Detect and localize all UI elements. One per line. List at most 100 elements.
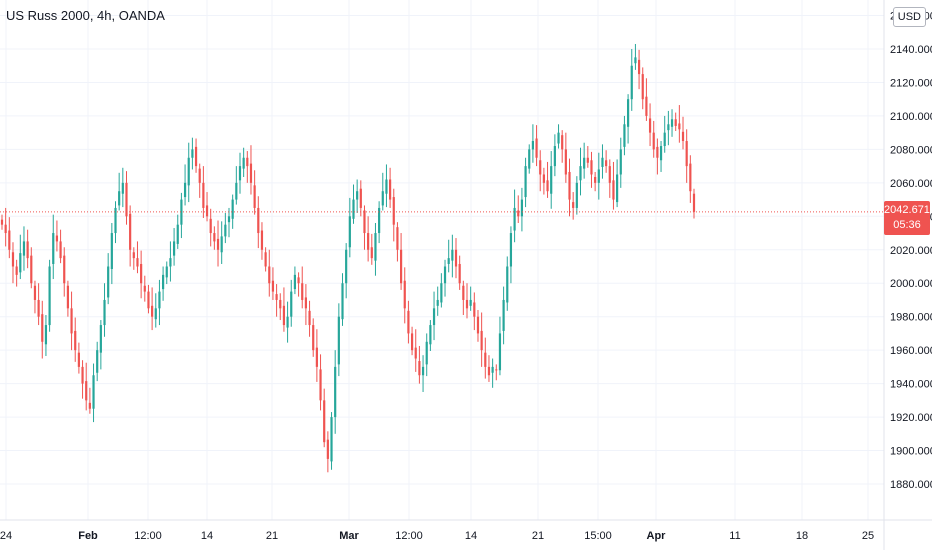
candle-body xyxy=(454,249,458,267)
candle-body xyxy=(242,157,245,169)
candle-body xyxy=(253,185,256,208)
candle-body xyxy=(169,258,172,267)
candle-body xyxy=(414,347,417,359)
candle-body xyxy=(246,157,249,167)
candle-body xyxy=(410,333,414,351)
candle-body xyxy=(172,241,176,256)
candle-body xyxy=(301,283,304,300)
candle-body xyxy=(103,299,106,326)
candle-body xyxy=(19,253,22,273)
candle-body xyxy=(70,308,73,334)
x-tick-label: 14 xyxy=(465,530,477,542)
candle-body xyxy=(626,99,630,127)
candle-body xyxy=(55,235,59,242)
x-tick-label: 24 xyxy=(0,530,12,542)
candle-body xyxy=(528,149,531,169)
candle-body xyxy=(66,285,70,309)
candle-body xyxy=(616,174,619,203)
candle-body xyxy=(315,347,318,367)
candle-body xyxy=(238,166,242,181)
candle-body xyxy=(608,166,611,183)
candle-body xyxy=(678,123,681,130)
candle-body xyxy=(33,285,37,300)
candle-body xyxy=(451,249,454,261)
candle-body xyxy=(165,266,168,278)
x-tick-label: 14 xyxy=(201,530,213,542)
candle-body xyxy=(74,330,77,351)
candle-body xyxy=(216,238,220,250)
candle-body xyxy=(0,219,4,225)
candle-body xyxy=(257,207,260,234)
candle-body xyxy=(334,366,337,418)
candle-body xyxy=(601,157,604,167)
candle-body xyxy=(213,233,216,242)
candle-body xyxy=(81,366,84,384)
candle-body xyxy=(374,233,377,261)
candle-body xyxy=(476,316,480,334)
candle-body xyxy=(345,249,348,284)
candle-body xyxy=(568,171,571,200)
candle-body xyxy=(443,266,447,284)
candle-body xyxy=(99,325,102,353)
candle-body xyxy=(359,188,362,208)
candle-body xyxy=(619,149,622,175)
y-tick-label: 2140.000 xyxy=(890,44,932,56)
candle-body xyxy=(96,350,99,373)
y-tick-label: 1980.000 xyxy=(890,312,932,324)
candle-body xyxy=(484,352,487,367)
candle-body xyxy=(15,266,18,275)
candle-body xyxy=(674,119,677,126)
candle-body xyxy=(183,182,187,198)
candle-body xyxy=(286,316,289,328)
candle-body xyxy=(41,314,44,342)
candle-body xyxy=(22,241,26,256)
candle-body xyxy=(268,266,271,284)
candle-body xyxy=(231,199,234,219)
symbol-title[interactable]: US Russ 2000, 4h, OANDA xyxy=(6,8,165,23)
candle-body xyxy=(469,299,472,306)
candle-body xyxy=(667,124,670,131)
candle-body xyxy=(689,163,692,192)
candle-body xyxy=(26,241,29,259)
candle-body xyxy=(118,191,121,206)
candle-body xyxy=(125,182,128,217)
candle-body xyxy=(341,283,344,320)
candle-body xyxy=(594,176,597,183)
candle-body xyxy=(279,299,282,309)
candle-body xyxy=(623,124,626,147)
candle-body xyxy=(524,166,527,198)
candle-body xyxy=(495,369,498,371)
candle-body xyxy=(88,402,91,409)
candle-body xyxy=(154,308,157,320)
x-tick-label: Apr xyxy=(647,530,667,542)
currency-badge[interactable]: USD xyxy=(892,7,926,27)
candle-body xyxy=(187,157,190,186)
candle-body xyxy=(652,132,655,150)
candle-body xyxy=(158,291,161,309)
x-tick-label: 11 xyxy=(729,530,740,542)
candle-body xyxy=(389,179,392,200)
candle-body xyxy=(367,233,370,250)
last-price-tag: 2042.671 05:36 xyxy=(884,201,930,235)
candle-body xyxy=(264,252,267,267)
candle-body xyxy=(550,166,553,194)
candle-body xyxy=(637,59,641,75)
candle-body xyxy=(48,266,51,326)
candle-body xyxy=(509,233,513,267)
x-tick-label: Feb xyxy=(78,530,98,542)
candle-body xyxy=(436,299,439,306)
candle-body xyxy=(392,197,395,225)
candle-body xyxy=(557,132,560,144)
candle-body xyxy=(194,146,198,167)
candle-body xyxy=(77,352,80,367)
candle-body xyxy=(572,202,575,208)
candle-body xyxy=(641,74,644,100)
candle-body xyxy=(290,291,293,317)
candle-body xyxy=(685,141,688,167)
candle-body xyxy=(498,333,502,371)
candle-body xyxy=(337,316,340,365)
candle-body xyxy=(205,205,209,217)
candle-body xyxy=(147,291,150,309)
